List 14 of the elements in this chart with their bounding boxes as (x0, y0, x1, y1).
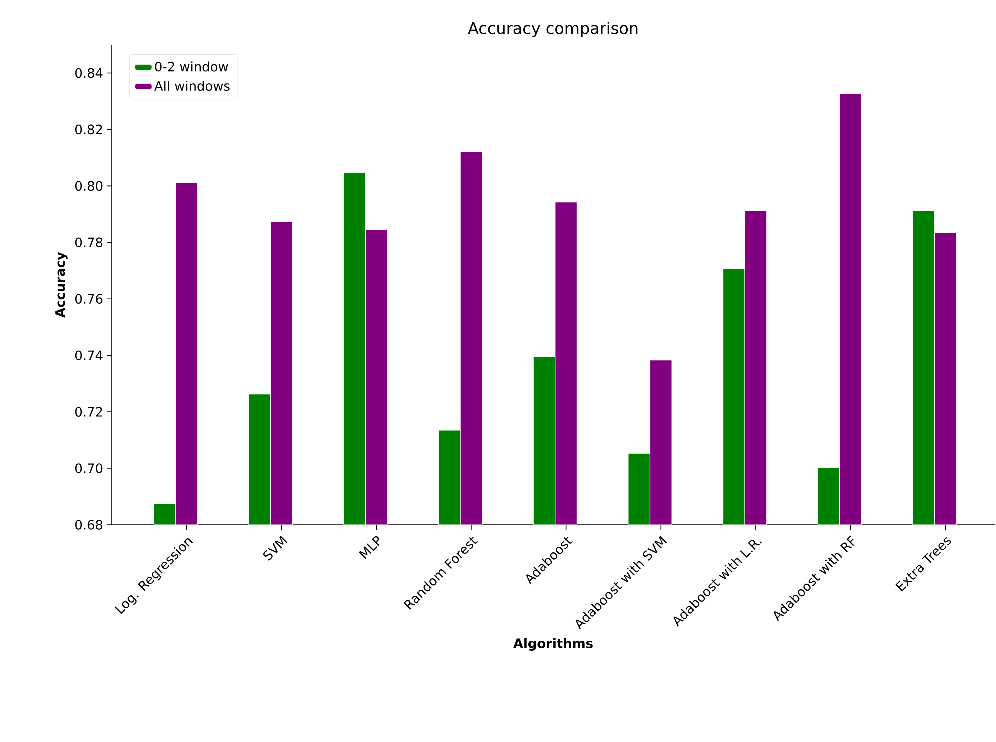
y-tick-label: 0.70 (76, 464, 103, 474)
legend-label: All windows (154, 81, 230, 92)
chart-title: Accuracy comparison (468, 22, 638, 38)
x-axis-title: Algorithms (514, 638, 593, 652)
y-tick-label: 0.72 (76, 407, 102, 417)
y-tick-label: 0.82 (76, 124, 102, 135)
legend-label: 0-2 window (155, 62, 228, 72)
y-tick-label: 0.80 (76, 181, 103, 192)
y-tick-label: 0.84 (76, 68, 103, 78)
y-tick-label: 0.68 (76, 520, 103, 530)
y-tick-label: 0.74 (76, 350, 103, 360)
y-tick-label: 0.78 (76, 238, 103, 248)
y-axis-title: Accuracy (56, 252, 68, 318)
y-tick-label: 0.76 (76, 294, 103, 304)
